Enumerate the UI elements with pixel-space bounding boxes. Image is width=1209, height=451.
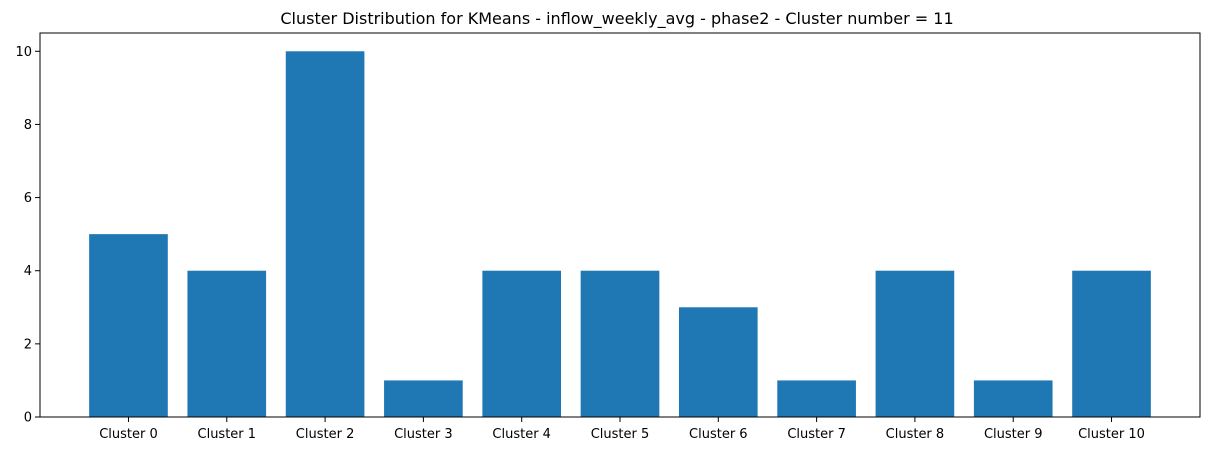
bar-cluster-1 bbox=[187, 270, 267, 417]
x-tick-label: Cluster 9 bbox=[984, 427, 1043, 442]
bar-cluster-10 bbox=[1072, 270, 1151, 417]
x-tick-label: Cluster 7 bbox=[787, 427, 846, 442]
chart-title: Cluster Distribution for KMeans - inflow… bbox=[280, 9, 953, 29]
bar-cluster-6 bbox=[678, 307, 758, 417]
bar-cluster-3 bbox=[384, 380, 463, 417]
bar-cluster-0 bbox=[89, 234, 168, 417]
x-tick-label: Cluster 8 bbox=[886, 427, 945, 442]
bar-cluster-9 bbox=[973, 380, 1053, 417]
bar-cluster-4 bbox=[482, 270, 562, 417]
x-tick-label: Cluster 1 bbox=[198, 427, 257, 442]
bar-cluster-2 bbox=[285, 51, 365, 418]
bars-group bbox=[89, 51, 1151, 418]
y-tick-label: 10 bbox=[15, 45, 32, 60]
bar-cluster-8 bbox=[875, 270, 955, 417]
bar-cluster-7 bbox=[777, 380, 856, 417]
y-tick-label: 4 bbox=[24, 264, 32, 279]
plot-frame bbox=[39, 32, 1201, 418]
x-axis: Cluster 0 Cluster 1 Cluster 2 Cluster 3 Clus… bbox=[99, 417, 1145, 442]
x-tick-label: Cluster 6 bbox=[689, 427, 748, 442]
x-tick-label: Cluster 4 bbox=[492, 427, 551, 442]
x-tick-label: Cluster 0 bbox=[99, 427, 158, 442]
bar-cluster-5 bbox=[580, 270, 660, 417]
y-tick-label: 6 bbox=[24, 191, 32, 206]
y-axis: 0 2 4 6 8 10 bbox=[15, 45, 40, 426]
y-tick-label: 0 bbox=[24, 411, 32, 426]
x-tick-label: Cluster 10 bbox=[1078, 427, 1145, 442]
x-tick-label: Cluster 2 bbox=[296, 427, 355, 442]
y-tick-label: 2 bbox=[24, 337, 32, 352]
x-tick-label: Cluster 3 bbox=[394, 427, 453, 442]
x-tick-label: Cluster 5 bbox=[591, 427, 650, 442]
y-tick-label: 8 bbox=[24, 118, 32, 133]
